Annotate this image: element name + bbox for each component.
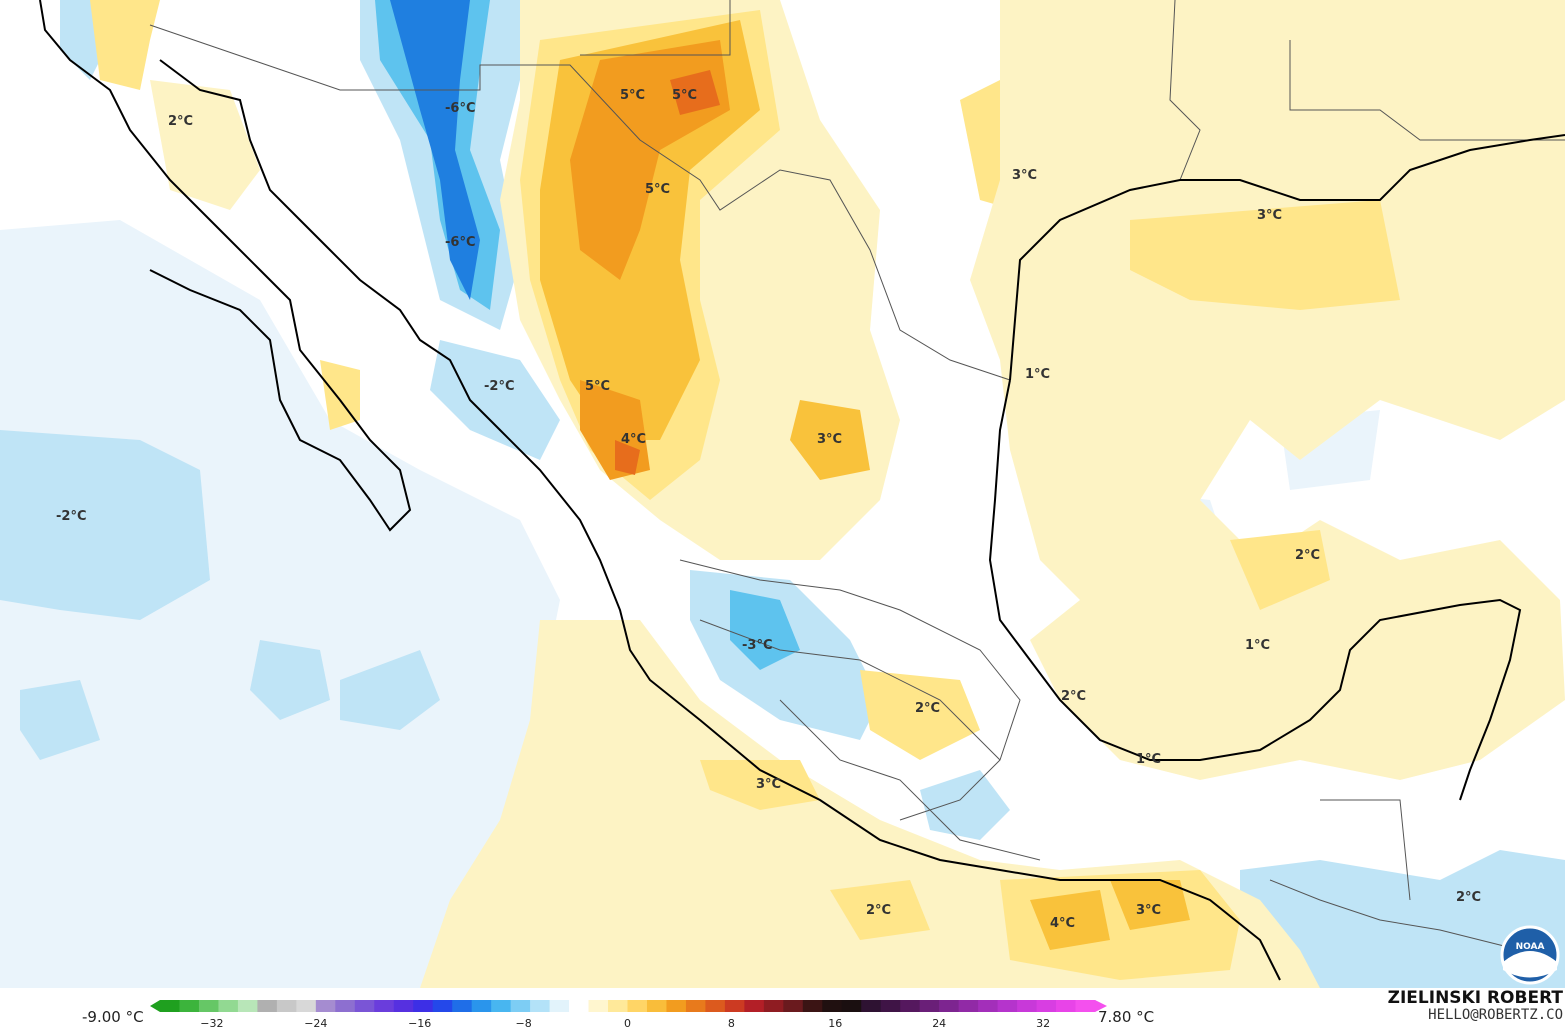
contour-label: 2°C (866, 903, 891, 918)
contour-label: 2°C (1295, 548, 1320, 563)
author-credit: ZIELINSKI ROBERT (1387, 988, 1563, 1008)
colorbar-cell (783, 1000, 804, 1012)
noaa-logo-text: NOAA (1516, 942, 1545, 952)
colorbar-cell (919, 1000, 940, 1012)
colorbar-tick-label: −16 (408, 1017, 431, 1030)
colorbar-cell (744, 1000, 765, 1012)
colorbar-max-label: 7.80 °C (1098, 1008, 1155, 1026)
warm-anomaly-shading (90, 0, 1565, 988)
colorbar-cell (861, 1000, 882, 1012)
temperature-anomaly-map: -6°C -6°C 5°C 5°C 5°C 2°C 3°C 3°C 1°C -2… (0, 0, 1565, 988)
contour-label: 5°C (585, 379, 610, 394)
colorbar-cell (705, 1000, 726, 1012)
colorbar-cell (413, 1000, 434, 1012)
colorbar-cell (724, 1000, 745, 1012)
colorbar-cell (276, 1000, 297, 1012)
colorbar-cell (646, 1000, 667, 1012)
contour-label: 5°C (645, 182, 670, 197)
boundary-lines (149, 0, 1565, 951)
colorbar-cell (666, 1000, 687, 1012)
noaa-logo: NOAA (1500, 925, 1560, 985)
colorbar-cell (237, 1000, 258, 1012)
contour-label: 3°C (1136, 903, 1161, 918)
contour-label: -3°C (742, 638, 772, 653)
colorbar-cell (1075, 1000, 1096, 1012)
colorbar-cell (179, 1000, 200, 1012)
colorbar-cell (997, 1000, 1018, 1012)
colorbar-cell (1056, 1000, 1077, 1012)
colorbar-cell (958, 1000, 979, 1012)
contour-label: -6°C (445, 235, 475, 250)
colorbar-extend-arrow (150, 1000, 160, 1012)
contour-label: 1°C (1245, 638, 1270, 653)
coastlines (39, 0, 1565, 981)
contour-label: 3°C (1257, 208, 1282, 223)
colorbar-cell (335, 1000, 356, 1012)
colorbar-cell (510, 1000, 531, 1012)
colorbar-cell (393, 1000, 414, 1012)
colorbar-tick-label: 8 (728, 1017, 735, 1030)
colorbar-cell (1036, 1000, 1057, 1012)
colorbar-cell (822, 1000, 843, 1012)
colorbar-cell (374, 1000, 395, 1012)
colorbar-tick-label: 32 (1036, 1017, 1050, 1030)
colorbar-cell (978, 1000, 999, 1012)
colorbar-cell (160, 1000, 180, 1012)
colorbar-cell (569, 1000, 590, 1012)
colorbar-cell (530, 1000, 551, 1012)
contour-label: 2°C (1061, 689, 1086, 704)
colorbar-cell (315, 1000, 336, 1012)
colorbar-tick-label: −24 (304, 1017, 327, 1030)
contour-label: 3°C (756, 777, 781, 792)
colorbar-tick-label: 16 (828, 1017, 842, 1030)
colorbar-cell (296, 1000, 317, 1012)
contour-label: 2°C (1456, 890, 1481, 905)
colorbar-tick-label: −32 (200, 1017, 223, 1030)
colorbar-cell (802, 1000, 823, 1012)
colorbar-cell (880, 1000, 901, 1012)
colorbar: −32 −24 −16 −8 0 8 16 24 32 (150, 1000, 1107, 1030)
colorbar-cell (452, 1000, 473, 1012)
contour-label: 1°C (1025, 367, 1050, 382)
colorbar-extend-arrow (1095, 1000, 1107, 1012)
contour-label: 4°C (621, 432, 646, 447)
colorbar-cell (354, 1000, 375, 1012)
colorbar-cell (841, 1000, 862, 1012)
colorbar-cell (491, 1000, 512, 1012)
colorbar-tick-label: 0 (624, 1017, 631, 1030)
colorbar-min-label: -9.00 °C (82, 1008, 144, 1026)
contour-label: 3°C (1012, 168, 1037, 183)
colorbar-cell (218, 1000, 239, 1012)
contour-label: 5°C (672, 88, 697, 103)
contour-label: 5°C (620, 88, 645, 103)
colorbar-cell (627, 1000, 648, 1012)
contour-label: -2°C (56, 509, 86, 524)
contour-label: 2°C (915, 701, 940, 716)
colorbar-cell (900, 1000, 921, 1012)
colorbar-cell (471, 1000, 492, 1012)
colorbar-cell (588, 1000, 609, 1012)
author-email: HELLO@ROBERTZ.CO (1428, 1007, 1563, 1023)
colorbar-legend: -9.00 °C −32 −24 −16 −8 0 8 16 24 32 7.80 °C ZIE… (0, 988, 1565, 1035)
contour-labels: -6°C -6°C 5°C 5°C 5°C 2°C 3°C 3°C 1°C -2… (56, 88, 1481, 931)
colorbar-cell (939, 1000, 960, 1012)
contour-label: 3°C (817, 432, 842, 447)
colorbar-cell (549, 1000, 570, 1012)
contour-label: 1°C (1136, 752, 1161, 767)
colorbar-cell (685, 1000, 706, 1012)
colorbar-cell (1017, 1000, 1038, 1012)
colorbar-tick-label: −8 (515, 1017, 531, 1030)
colorbar-tick-label: 24 (932, 1017, 946, 1030)
colorbar-cell (257, 1000, 278, 1012)
colorbar-cell (432, 1000, 453, 1012)
contour-label: 2°C (168, 114, 193, 129)
contour-label: -6°C (445, 101, 475, 116)
contour-label: -2°C (484, 379, 514, 394)
colorbar-cell (608, 1000, 628, 1012)
colorbar-cell (198, 1000, 219, 1012)
colorbar-cell (763, 1000, 784, 1012)
contour-label: 4°C (1050, 916, 1075, 931)
